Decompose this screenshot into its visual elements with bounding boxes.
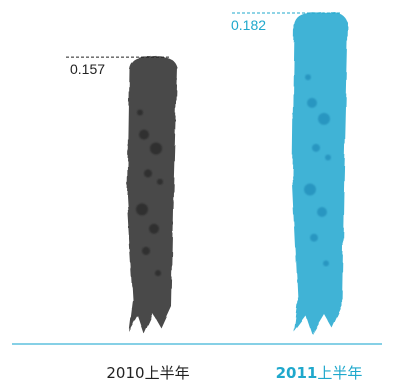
bar-texture-spot bbox=[150, 142, 162, 155]
bar-texture-spot bbox=[323, 260, 329, 267]
value-label-2010: 0.157 bbox=[70, 61, 105, 77]
bar-texture-spot bbox=[325, 154, 331, 161]
bar-texture-spot bbox=[307, 97, 317, 108]
x-tick-suffix-2010: 上半年 bbox=[145, 364, 190, 382]
bar-2010 bbox=[127, 56, 177, 334]
bar-texture-spot bbox=[142, 246, 150, 255]
bar-texture-spot bbox=[305, 74, 311, 81]
bar-texture-spot bbox=[318, 112, 330, 125]
bar-texture-spot bbox=[317, 207, 327, 218]
bar-texture-spot bbox=[312, 143, 320, 152]
bar-texture-spot bbox=[137, 109, 143, 116]
bar-texture-spot bbox=[304, 183, 316, 196]
value-label-2011: 0.182 bbox=[231, 17, 266, 33]
bar-texture-spot bbox=[157, 178, 163, 185]
bar-texture-spot bbox=[155, 270, 161, 277]
bar-texture-spot bbox=[310, 233, 318, 242]
bar-texture-spot bbox=[136, 203, 148, 216]
x-tick-year-2010: 2010 bbox=[106, 364, 144, 382]
bar-texture-spot bbox=[149, 223, 159, 234]
bar-texture-spot bbox=[139, 129, 149, 140]
bar-2011 bbox=[292, 12, 348, 334]
x-tick-label-2010: 2010上半年 bbox=[106, 364, 189, 382]
x-tick-suffix-2011: 上半年 bbox=[317, 364, 362, 382]
x-tick-year-2011: 2011 bbox=[276, 364, 318, 382]
x-tick-label-2011: 2011上半年 bbox=[276, 364, 363, 382]
bars-group bbox=[127, 12, 348, 334]
bar-texture-spot bbox=[144, 169, 152, 178]
